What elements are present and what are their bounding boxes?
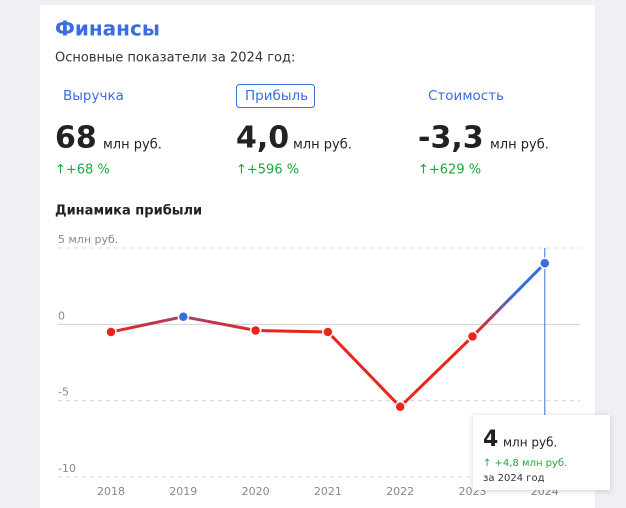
x-tick-label: 2019: [169, 485, 197, 498]
point: [539, 257, 551, 270]
point: [322, 326, 334, 338]
metric-value: 4,0: [236, 121, 289, 156]
metric-value: 68: [55, 121, 97, 156]
x-tick-label: 2020: [242, 485, 270, 498]
tab[interactable]: Стоимость: [428, 88, 504, 104]
tooltip-box: [473, 415, 610, 490]
x-tick-label: 2022: [386, 485, 414, 498]
x-tick-label: 2018: [97, 485, 125, 498]
tab[interactable]: Выручка: [63, 88, 124, 104]
point: [249, 324, 262, 337]
tooltip-value: 4: [483, 427, 498, 452]
subtitle: Основные показатели за 2024 год:: [55, 51, 295, 66]
chart-title: Динамика прибыли: [55, 204, 202, 219]
metric-unit: млн руб.: [103, 138, 162, 153]
tooltip-unit: млн руб.: [503, 436, 557, 450]
tooltip: [473, 415, 610, 490]
x-tick-label: 2021: [314, 485, 342, 498]
metric-change: ↑+629 %: [418, 163, 481, 178]
point: [177, 310, 190, 323]
tab[interactable]: Прибыль: [245, 88, 308, 104]
metric-unit: млн руб.: [490, 138, 549, 153]
point: [105, 326, 117, 338]
metric-change: ↑+596 %: [236, 163, 299, 178]
y-tick-label: -10: [58, 462, 76, 475]
point: [394, 401, 406, 413]
tab-active-frame: [236, 84, 315, 108]
y-tick-label: 5 млн руб.: [58, 233, 118, 246]
point: [466, 330, 479, 343]
title: Финансы: [55, 17, 160, 41]
tooltip-change: ↑ +4,8 млн руб.: [483, 458, 567, 469]
metric-value: -3,3: [418, 121, 484, 156]
y-tick-label: -5: [58, 386, 69, 399]
tooltip-period: за 2024 год: [483, 473, 545, 484]
metric-unit: млн руб.: [293, 138, 352, 153]
metric-change: ↑+68 %: [55, 163, 110, 178]
y-tick-label: 0: [58, 309, 65, 322]
